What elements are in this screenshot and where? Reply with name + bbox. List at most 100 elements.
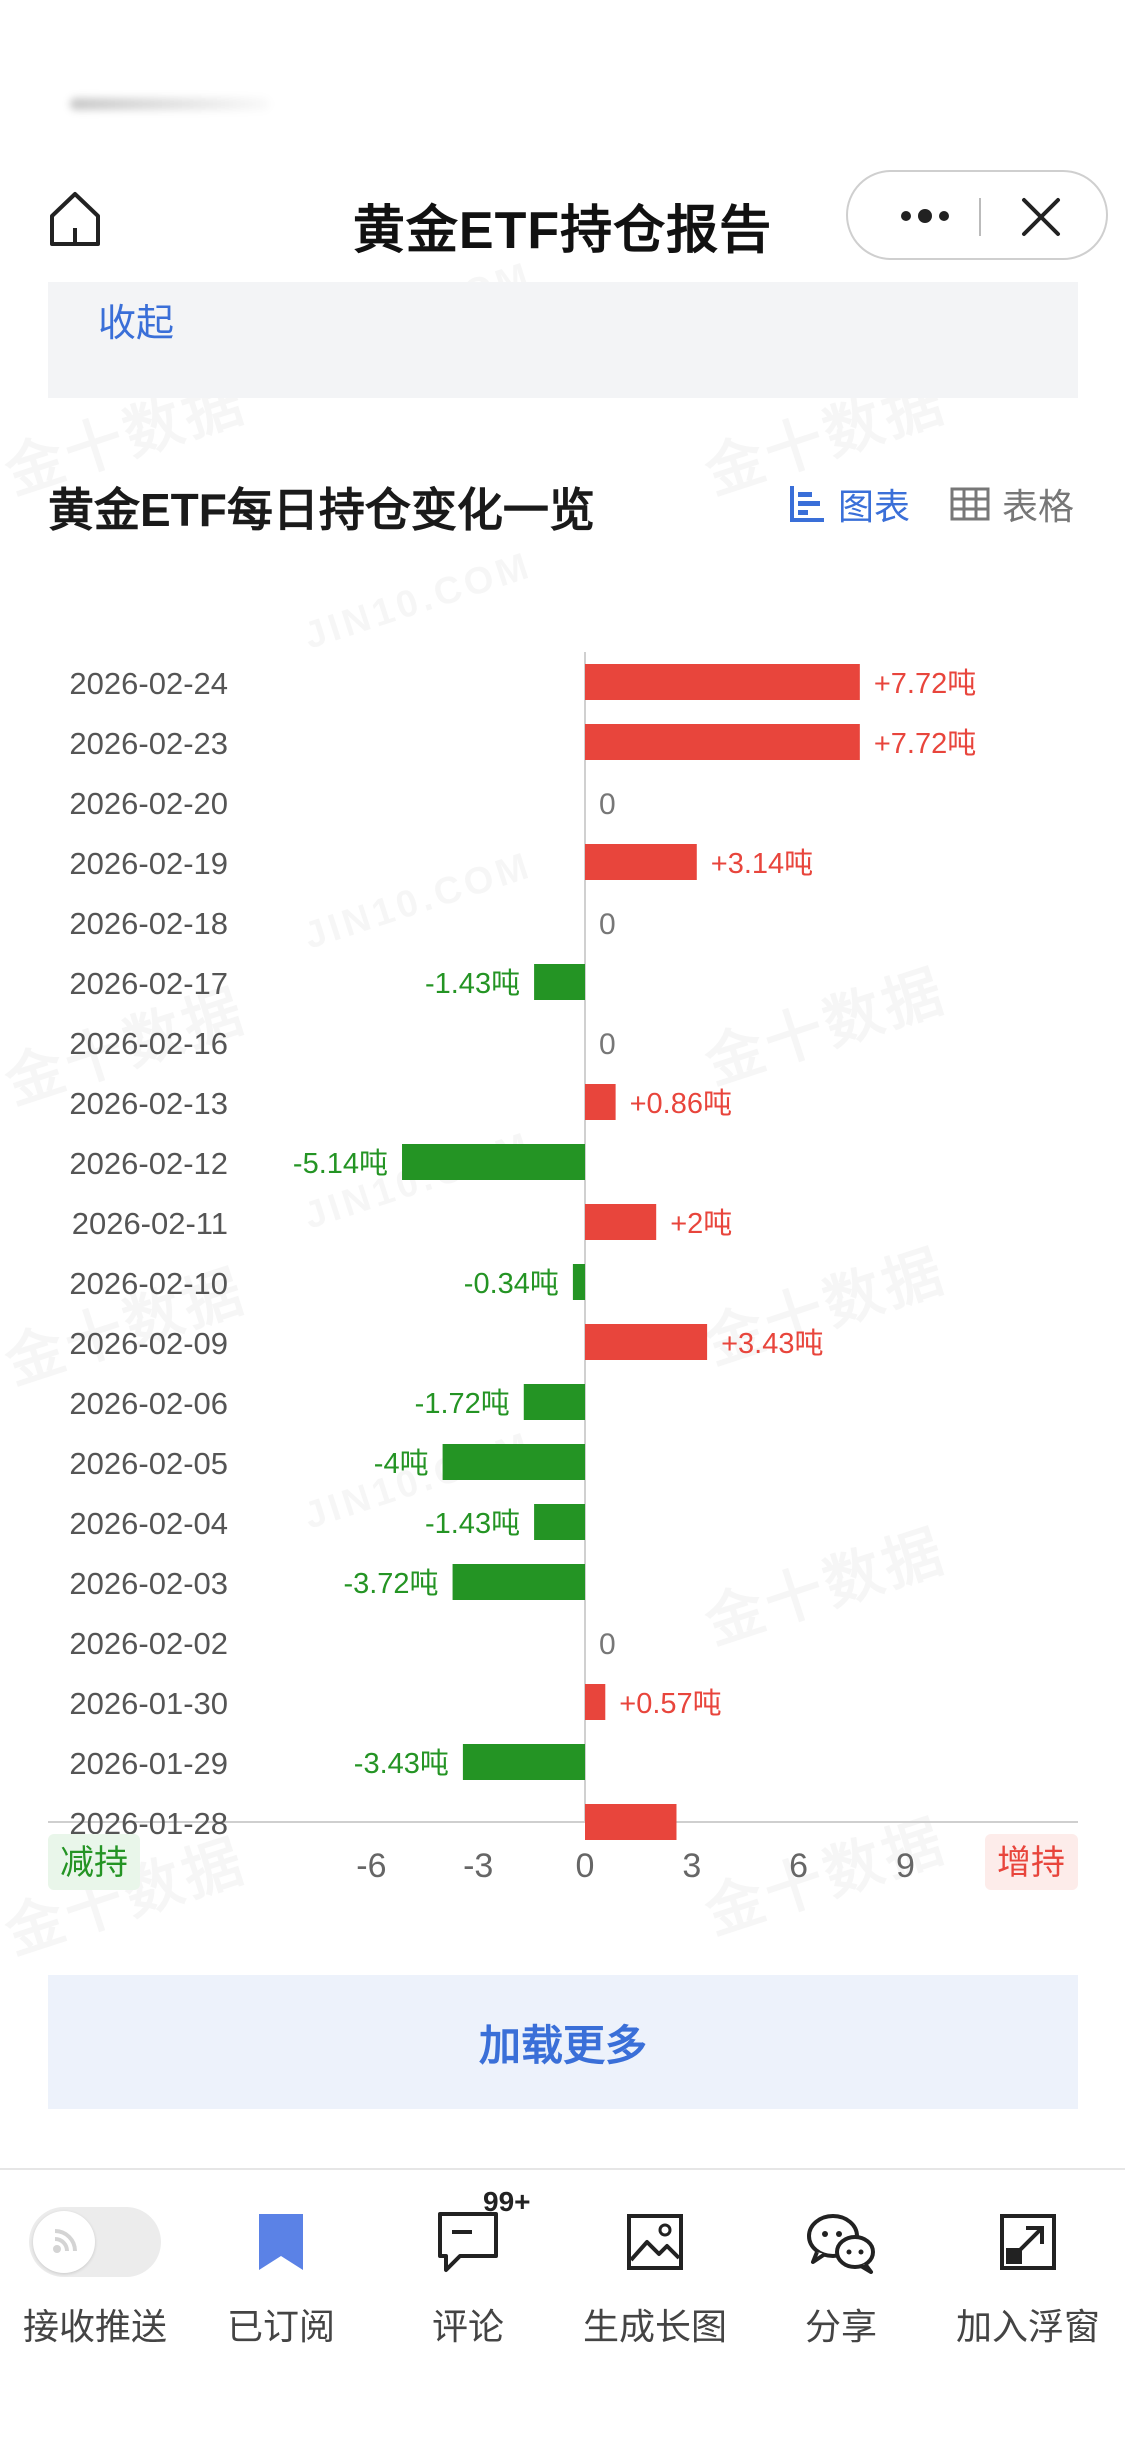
tab-comment[interactable]: 99+ 评论 — [373, 2186, 563, 2350]
bar — [534, 1504, 585, 1540]
close-icon[interactable] — [1016, 192, 1066, 242]
data-label: -0.34吨 — [464, 1267, 559, 1300]
y-tick-label: 2026-01-30 — [69, 1686, 228, 1721]
comment-count-badge: 99+ — [483, 2186, 531, 2217]
bar — [585, 1684, 606, 1720]
increase-label: 增持 — [997, 1844, 1065, 1882]
data-label: -1.43吨 — [425, 1507, 520, 1540]
y-tick-label: 2026-02-02 — [69, 1626, 228, 1661]
y-tick-label: 2026-02-20 — [69, 786, 228, 821]
bar — [462, 1744, 585, 1780]
bar — [585, 1204, 657, 1240]
bar — [452, 1564, 585, 1600]
tab-label: 生成长图 — [582, 2306, 727, 2347]
chart-view-toggle[interactable]: 图表 — [788, 478, 910, 530]
section-title: 黄金ETF每日持仓变化一览 — [48, 484, 595, 536]
tab-add-floating-window[interactable]: 加入浮窗 — [933, 2200, 1123, 2350]
tab-label: 评论 — [431, 2306, 504, 2347]
data-label: +7.72吨 — [874, 727, 976, 760]
reduce-label-bg — [48, 1834, 140, 1890]
x-tick-label: -6 — [356, 1847, 386, 1885]
x-tick-label: -3 — [463, 1847, 493, 1885]
tab-label: 加入浮窗 — [955, 2306, 1100, 2347]
data-label: -4吨 — [374, 1447, 429, 1480]
table-icon — [950, 487, 990, 521]
data-label: -3.43吨 — [354, 1747, 449, 1780]
comment-icon — [438, 2212, 498, 2272]
y-tick-label: 2026-02-11 — [72, 1206, 228, 1241]
x-tick-label: 6 — [789, 1847, 808, 1885]
data-label: +7.72吨 — [874, 667, 976, 700]
tab-receive-push[interactable]: 接收推送 — [0, 2200, 190, 2350]
bar — [585, 1084, 616, 1120]
data-label: 0 — [599, 1628, 616, 1661]
page-title: 黄金ETF持仓报告 — [352, 202, 773, 260]
bar — [585, 844, 697, 880]
bottom-action-bar: 接收推送 已订阅 99+ 评论 生成长图 — [0, 2168, 1125, 2438]
data-label: -1.72吨 — [415, 1387, 510, 1420]
tab-share[interactable]: 分享 — [746, 2200, 936, 2350]
image-icon — [627, 2214, 683, 2270]
load-more-button[interactable]: 加载更多 — [48, 1975, 1078, 2109]
x-tick-label: 9 — [896, 1847, 915, 1885]
data-label: +0.57吨 — [619, 1687, 721, 1720]
data-label: +3.43吨 — [721, 1327, 823, 1360]
y-tick-label: 2026-02-19 — [69, 846, 228, 881]
reduce-label: 减持 — [60, 1844, 128, 1882]
y-tick-label: 2026-02-13 — [69, 1086, 228, 1121]
collapsed-content-panel: 收起 — [48, 282, 1078, 398]
y-tick-label: 2026-01-29 — [69, 1746, 228, 1781]
chart-view-label: 图表 — [838, 486, 911, 527]
y-tick-label: 2026-02-03 — [69, 1566, 228, 1601]
bar — [572, 1264, 585, 1300]
bookmark-icon — [259, 2214, 303, 2270]
y-tick-label: 2026-02-17 — [69, 966, 228, 1001]
home-icon[interactable] — [40, 184, 110, 254]
floating-window-icon — [1000, 2214, 1056, 2270]
y-tick-label: 2026-02-05 — [69, 1446, 228, 1481]
x-tick-label: 3 — [682, 1847, 701, 1885]
push-toggle[interactable] — [29, 2207, 161, 2277]
y-tick-label: 2026-02-12 — [69, 1146, 228, 1181]
data-label: -3.72吨 — [343, 1567, 438, 1600]
data-label: -1.43吨 — [425, 967, 520, 1000]
data-label: 0 — [599, 788, 616, 821]
bar — [534, 964, 585, 1000]
holding-change-bar-chart: 2026-02-24 +7.72吨 2026-02-23 +7.72吨 2026-02-… — [48, 652, 1078, 1890]
y-tick-label: 2026-02-18 — [69, 906, 228, 941]
y-tick-label: 2026-02-24 — [69, 666, 228, 701]
bar — [402, 1144, 585, 1180]
tab-label: 已订阅 — [226, 2306, 335, 2347]
wechat-icon — [807, 2214, 875, 2274]
x-tick-label: 0 — [576, 1847, 595, 1885]
table-view-label: 表格 — [1002, 486, 1075, 527]
bar — [523, 1384, 585, 1420]
y-tick-label: 2026-02-23 — [69, 726, 228, 761]
tab-generate-long-image[interactable]: 生成长图 — [560, 2200, 750, 2350]
bar — [585, 664, 860, 700]
collapse-link[interactable]: 收起 — [98, 303, 175, 345]
y-tick-label: 2026-02-04 — [69, 1506, 228, 1541]
increase-label-bg — [985, 1834, 1078, 1890]
bar — [585, 1804, 677, 1840]
status-bar — [70, 98, 270, 110]
y-tick-label: 2026-02-10 — [69, 1266, 228, 1301]
tab-label: 分享 — [804, 2306, 877, 2347]
data-label: +3.14吨 — [711, 847, 813, 880]
signal-icon — [53, 2229, 77, 2253]
y-tick-label: 2026-02-06 — [69, 1386, 228, 1421]
table-view-toggle[interactable]: 表格 — [950, 478, 1074, 530]
capsule-divider — [979, 198, 981, 236]
data-label: -5.14吨 — [293, 1147, 388, 1180]
data-label: 0 — [599, 1028, 616, 1061]
bar — [442, 1444, 585, 1480]
more-icon[interactable] — [890, 194, 960, 238]
y-tick-label: 2026-02-16 — [69, 1026, 228, 1061]
tab-label: 接收推送 — [22, 2306, 167, 2347]
data-label: 0 — [599, 908, 616, 941]
tab-subscribed[interactable]: 已订阅 — [186, 2200, 376, 2350]
data-label: +0.86吨 — [630, 1087, 732, 1120]
bar-chart-icon — [790, 486, 824, 522]
y-tick-label: 2026-02-09 — [69, 1326, 228, 1361]
bar — [585, 724, 860, 760]
